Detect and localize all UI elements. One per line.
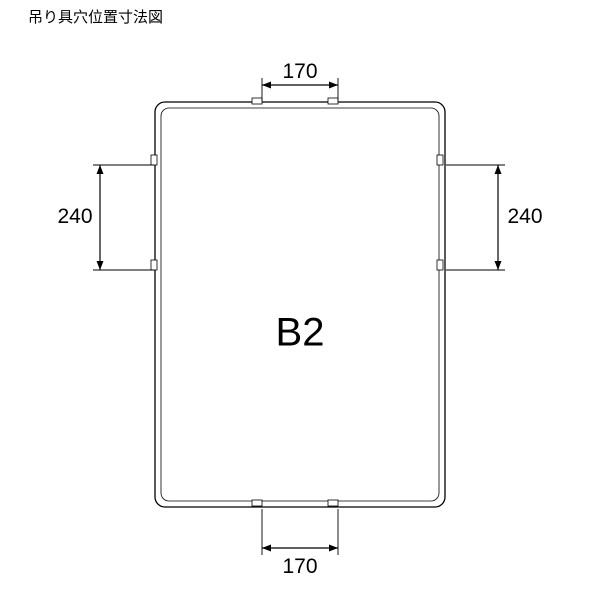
dim-arrow [97, 165, 104, 174]
dim-arrow [495, 261, 502, 270]
mounting-notch [252, 98, 262, 104]
dim-label: 240 [57, 205, 92, 228]
mounting-notch [328, 98, 338, 104]
dim-arrow [262, 82, 271, 89]
mounting-notch [151, 155, 157, 165]
dim-label: 170 [282, 555, 317, 578]
mounting-notch [151, 260, 157, 270]
dim-arrow [495, 165, 502, 174]
center-label: B2 [276, 311, 325, 355]
frame-outer [155, 102, 445, 507]
dim-arrow [329, 82, 338, 89]
dim-label: 240 [507, 205, 542, 228]
mounting-notch [437, 155, 443, 165]
mounting-notch [252, 500, 262, 506]
dim-label: 170 [282, 60, 317, 83]
mounting-notch [437, 260, 443, 270]
dim-arrow [329, 545, 338, 552]
title: 吊り具穴位置寸法図 [28, 9, 163, 26]
mounting-notch [328, 500, 338, 506]
dim-arrow [97, 261, 104, 270]
dim-arrow [262, 545, 271, 552]
